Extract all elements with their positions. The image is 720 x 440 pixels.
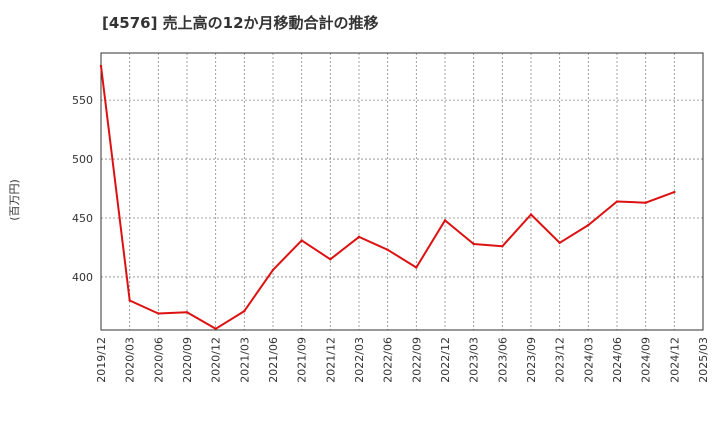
x-tick-label: 2022/09 <box>410 337 423 383</box>
x-tick-label: 2020/03 <box>124 337 137 383</box>
data-point <box>415 266 418 269</box>
y-tick-label: 400 <box>72 271 93 284</box>
data-point <box>128 299 131 302</box>
x-tick-label: 2022/12 <box>439 337 452 383</box>
data-point <box>271 268 275 272</box>
y-tick-label: 500 <box>72 153 93 166</box>
data-point <box>472 242 475 246</box>
data-point <box>443 219 447 222</box>
x-tick-label: 2024/06 <box>611 337 624 383</box>
data-point <box>300 239 303 242</box>
chart-title: [4576] 売上高の12か月移動合計の推移 <box>102 14 379 32</box>
data-point <box>673 190 676 194</box>
x-tick-label: 2023/09 <box>525 337 538 383</box>
series-layer <box>99 64 676 331</box>
data-point <box>501 245 504 248</box>
x-tick-label: 2023/12 <box>554 337 567 383</box>
x-tick-label: 2022/03 <box>353 337 366 383</box>
x-tick-label: 2023/03 <box>468 337 481 383</box>
data-point <box>243 309 246 313</box>
x-tick-label: 2024/09 <box>640 337 653 383</box>
data-point <box>329 258 332 261</box>
x-tick-label: 2024/03 <box>582 337 595 383</box>
data-point <box>214 327 217 331</box>
y-tick-label: 450 <box>72 212 93 225</box>
data-point <box>529 213 533 216</box>
x-tick-label: 2020/09 <box>181 337 194 383</box>
y-tick-label: 550 <box>72 94 93 107</box>
data-point <box>644 201 647 204</box>
x-tick-label: 2021/06 <box>267 337 280 383</box>
data-point <box>558 241 561 244</box>
data-point <box>99 64 103 68</box>
data-point <box>185 311 189 314</box>
x-tick-label: 2021/12 <box>324 337 337 383</box>
x-tick-label: 2023/06 <box>496 337 509 383</box>
x-tick-label: 2020/06 <box>152 337 165 383</box>
x-tick-label: 2022/06 <box>382 337 395 383</box>
x-tick-label: 2021/03 <box>238 337 251 383</box>
x-tick-label: 2025/03 <box>697 337 710 383</box>
plot-area-border <box>100 52 704 331</box>
x-tick-label: 2021/09 <box>296 337 309 383</box>
x-tick-label: 2024/12 <box>668 337 681 383</box>
data-point <box>386 248 389 252</box>
tick-labels: 2019/12 2020/03 2020/06 2020/09 2020/12 2021/… <box>72 94 710 383</box>
grid-layer <box>101 53 703 330</box>
data-point <box>357 235 361 239</box>
x-tick-label: 2020/12 <box>210 337 223 383</box>
x-tick-label: 2019/12 <box>95 337 108 383</box>
data-point <box>587 223 590 227</box>
data-point <box>157 312 160 315</box>
data-point <box>615 200 619 203</box>
